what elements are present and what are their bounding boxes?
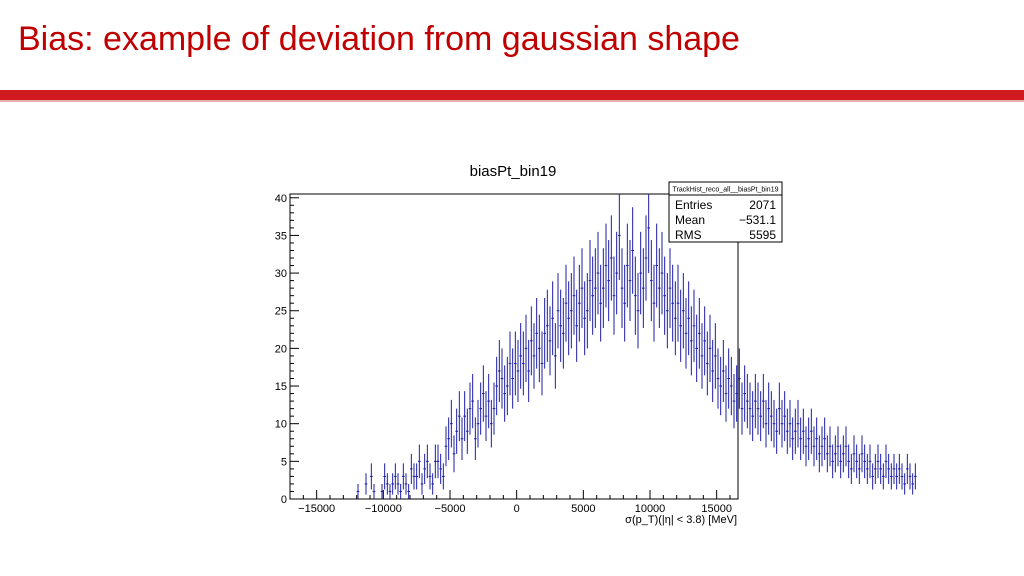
stats-mean-value: −531.1 bbox=[739, 213, 776, 227]
y-tick-label: 10 bbox=[275, 419, 287, 431]
x-tick-label: 15000 bbox=[701, 503, 732, 515]
x-tick-label: 10000 bbox=[635, 503, 666, 515]
plot-frame bbox=[289, 193, 739, 500]
stats-box-name: TrackHist_reco_all__biasPt_bin19 bbox=[673, 187, 779, 194]
x-tick-label: −10000 bbox=[365, 503, 402, 515]
y-tick-label: 15 bbox=[275, 381, 287, 393]
x-tick-label: 5000 bbox=[571, 503, 595, 515]
x-tick-label: 0 bbox=[514, 503, 520, 515]
y-tick-label: 20 bbox=[275, 343, 287, 355]
y-tick-label: 40 bbox=[275, 193, 287, 205]
title-rule-shade bbox=[0, 100, 1024, 102]
title-rule bbox=[0, 90, 1024, 100]
stats-mean-label: Mean bbox=[675, 213, 705, 227]
y-tick-label: 0 bbox=[281, 494, 287, 506]
y-tick-label: 25 bbox=[275, 306, 287, 318]
x-tick-label: −5000 bbox=[435, 503, 466, 515]
stats-box-frame bbox=[668, 181, 783, 243]
stats-rms-label: RMS bbox=[675, 228, 702, 242]
y-tick-label: 30 bbox=[275, 268, 287, 280]
stats-entries-value: 2071 bbox=[749, 198, 776, 212]
stats-box: TrackHist_reco_all__biasPt_bin19 Entries… bbox=[668, 181, 783, 243]
x-axis-label: σ(p_T)(|η| < 3.8) [MeV] bbox=[625, 514, 737, 526]
y-axis: 0 5 10 15 20 25 30 35 40 bbox=[275, 193, 299, 506]
stats-entries-label: Entries bbox=[675, 198, 712, 212]
y-tick-label: 35 bbox=[275, 230, 287, 242]
stats-rms-value: 5595 bbox=[749, 228, 776, 242]
x-axis: −15000 −10000 −5000 0 5000 10000 15000 bbox=[298, 490, 732, 515]
histogram-bars bbox=[356, 194, 917, 499]
slide-title: Bias: example of deviation from gaussian… bbox=[18, 20, 740, 58]
y-tick-label: 5 bbox=[281, 456, 287, 468]
chart-title: biasPt_bin19 bbox=[470, 163, 557, 180]
x-tick-label: −15000 bbox=[298, 503, 335, 515]
